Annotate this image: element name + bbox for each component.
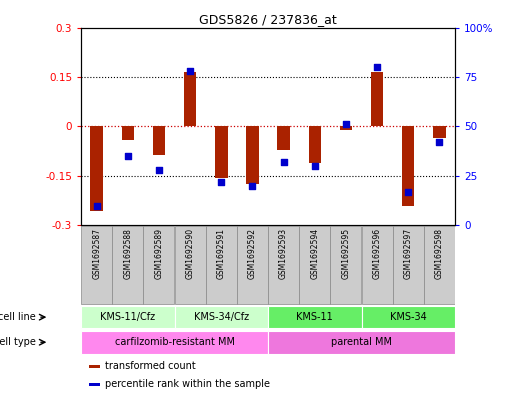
Text: cell type: cell type bbox=[0, 337, 36, 347]
Bar bbox=[246, 127, 259, 184]
Bar bbox=[237, 226, 268, 304]
Bar bbox=[424, 226, 455, 304]
Bar bbox=[121, 127, 134, 140]
Bar bbox=[402, 127, 415, 206]
Bar bbox=[175, 306, 268, 329]
Point bbox=[186, 68, 195, 74]
Text: GSM1692594: GSM1692594 bbox=[310, 228, 319, 279]
Text: GSM1692595: GSM1692595 bbox=[342, 228, 350, 279]
Point bbox=[217, 179, 225, 185]
Text: GSM1692597: GSM1692597 bbox=[404, 228, 413, 279]
Bar bbox=[268, 331, 455, 354]
Point bbox=[123, 153, 132, 159]
Bar bbox=[184, 72, 196, 127]
Point bbox=[342, 121, 350, 128]
Title: GDS5826 / 237836_at: GDS5826 / 237836_at bbox=[199, 13, 337, 26]
Bar bbox=[393, 226, 424, 304]
Bar bbox=[153, 127, 165, 154]
Bar bbox=[309, 127, 321, 163]
Text: transformed count: transformed count bbox=[105, 362, 196, 371]
Bar bbox=[88, 365, 100, 368]
Bar bbox=[112, 226, 143, 304]
Text: GSM1692598: GSM1692598 bbox=[435, 228, 444, 279]
Text: GSM1692591: GSM1692591 bbox=[217, 228, 226, 279]
Bar bbox=[81, 306, 175, 329]
Bar bbox=[268, 306, 361, 329]
Point bbox=[404, 189, 413, 195]
Bar bbox=[268, 226, 299, 304]
Bar bbox=[361, 306, 455, 329]
Point bbox=[435, 139, 444, 145]
Text: GSM1692590: GSM1692590 bbox=[186, 228, 195, 279]
Text: GSM1692596: GSM1692596 bbox=[372, 228, 382, 279]
Point bbox=[155, 167, 163, 173]
Text: KMS-11: KMS-11 bbox=[297, 312, 333, 322]
Point bbox=[93, 202, 101, 209]
Point bbox=[279, 159, 288, 165]
Bar bbox=[90, 127, 103, 211]
Bar bbox=[215, 127, 228, 178]
Text: GSM1692587: GSM1692587 bbox=[92, 228, 101, 279]
Text: KMS-34/Cfz: KMS-34/Cfz bbox=[194, 312, 249, 322]
Bar bbox=[143, 226, 175, 304]
Point bbox=[311, 163, 319, 169]
Bar bbox=[81, 331, 268, 354]
Bar bbox=[361, 226, 393, 304]
Bar bbox=[331, 226, 361, 304]
Bar bbox=[81, 226, 112, 304]
Point bbox=[373, 64, 381, 70]
Bar bbox=[88, 383, 100, 386]
Text: percentile rank within the sample: percentile rank within the sample bbox=[105, 379, 270, 389]
Text: GSM1692592: GSM1692592 bbox=[248, 228, 257, 279]
Bar bbox=[277, 127, 290, 150]
Bar bbox=[299, 226, 330, 304]
Text: GSM1692588: GSM1692588 bbox=[123, 228, 132, 279]
Bar bbox=[433, 127, 446, 138]
Text: cell line: cell line bbox=[0, 312, 36, 322]
Text: KMS-11/Cfz: KMS-11/Cfz bbox=[100, 312, 155, 322]
Bar bbox=[371, 72, 383, 127]
Point bbox=[248, 183, 257, 189]
Text: parental MM: parental MM bbox=[331, 337, 392, 347]
Bar bbox=[175, 226, 206, 304]
Text: carfilzomib-resistant MM: carfilzomib-resistant MM bbox=[115, 337, 234, 347]
Text: KMS-34: KMS-34 bbox=[390, 312, 427, 322]
Text: GSM1692593: GSM1692593 bbox=[279, 228, 288, 279]
Bar bbox=[206, 226, 237, 304]
Bar bbox=[340, 127, 352, 130]
Text: GSM1692589: GSM1692589 bbox=[154, 228, 164, 279]
